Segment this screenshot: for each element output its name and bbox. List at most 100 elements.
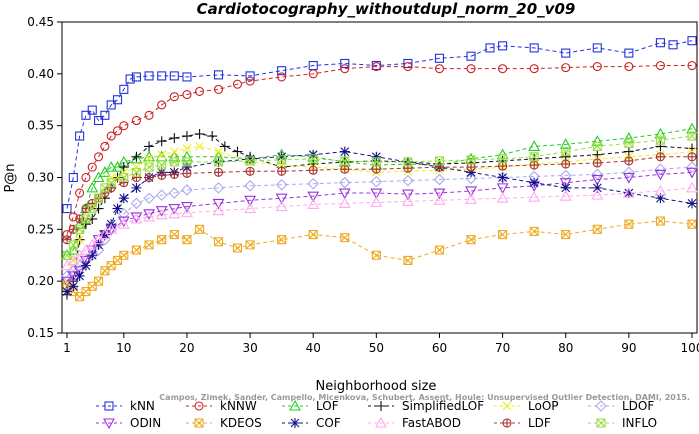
data-point [307,191,320,203]
data-point [93,203,104,214]
data-point [117,218,130,229]
data-point [371,62,381,72]
series-line [66,40,693,209]
legend-label: LDOF [622,399,654,413]
data-point [93,239,104,250]
data-point [73,249,86,260]
data-point [370,196,383,207]
data-point [529,43,539,53]
data-point [155,208,168,220]
data-point [434,245,445,255]
series-kdeos [62,216,697,302]
series-inflo [62,131,697,260]
data-point [118,193,129,204]
data-point [131,72,141,82]
data-point [561,63,571,73]
data-point [434,156,445,166]
data-point [98,228,111,240]
x-tick-label: 50 [369,341,384,355]
legend-label: COF [316,416,341,430]
data-point [62,235,72,245]
data-point [144,172,154,183]
data-point [157,100,167,110]
data-point [496,192,509,203]
data-point [182,144,192,153]
data-point [157,160,167,170]
legend-item-kdeos: KDEOS [186,416,262,430]
data-point [498,41,508,51]
legend-item-lof: LOF [282,399,339,413]
data-point [80,243,92,255]
data-point [143,210,156,222]
legend-marker [194,401,204,411]
data-point [131,182,142,193]
data-point [156,136,167,147]
data-point [74,270,85,281]
data-point [370,188,383,200]
data-point [195,224,205,234]
data-point [94,152,104,162]
data-point [213,70,224,80]
data-point [169,133,180,144]
data-point [181,162,192,173]
legend-label: LDF [528,416,551,430]
data-point [245,240,255,250]
data-point [465,172,477,185]
data-point [308,165,318,175]
data-point [655,60,665,71]
data-point [485,43,495,53]
legend-item-simplifiedlof: SimplifiedLOF [368,399,484,413]
series-line [66,65,692,235]
x-tick-label: 1 [63,341,71,355]
data-point [370,175,383,188]
data-point [592,149,603,160]
legend-label: KDEOS [220,416,262,430]
data-point [403,157,413,167]
data-point [465,193,477,204]
y-tick-label: 0.40 [27,67,54,81]
data-point [402,174,414,187]
data-point [371,157,381,167]
data-point [561,147,571,157]
data-point [466,155,476,165]
legend-item-ldof: LDOF [588,399,654,413]
data-point [181,201,193,213]
data-point [61,276,73,288]
data-point [245,156,255,166]
data-point [168,187,181,199]
data-point [433,188,446,200]
data-point [245,76,255,86]
data-point [277,166,287,176]
data-point [654,127,667,139]
data-point [169,92,179,102]
data-point [144,110,154,120]
data-point [182,157,192,167]
data-point [119,250,129,260]
data-point [87,213,98,224]
x-tick-label: 20 [179,341,194,355]
data-point [68,240,78,250]
data-point [654,184,667,196]
data-point [591,188,604,200]
data-point [340,58,350,69]
data-point [106,100,116,110]
y-tick-label: 0.15 [27,326,54,340]
data-point [62,286,72,297]
data-point [655,152,665,162]
data-point [100,141,110,151]
data-point [277,66,287,76]
data-point [155,206,168,217]
data-point [207,131,218,142]
x-tick-label: 10 [116,341,131,355]
data-point [528,191,541,202]
data-point [92,171,105,183]
data-point [182,72,192,82]
data-point [182,90,192,100]
data-point [157,170,167,180]
series-line [66,128,693,256]
data-point [213,84,224,94]
y-tick-label: 0.45 [27,15,54,29]
data-point [119,172,129,183]
data-point [687,131,697,141]
legend-marker [502,418,512,428]
